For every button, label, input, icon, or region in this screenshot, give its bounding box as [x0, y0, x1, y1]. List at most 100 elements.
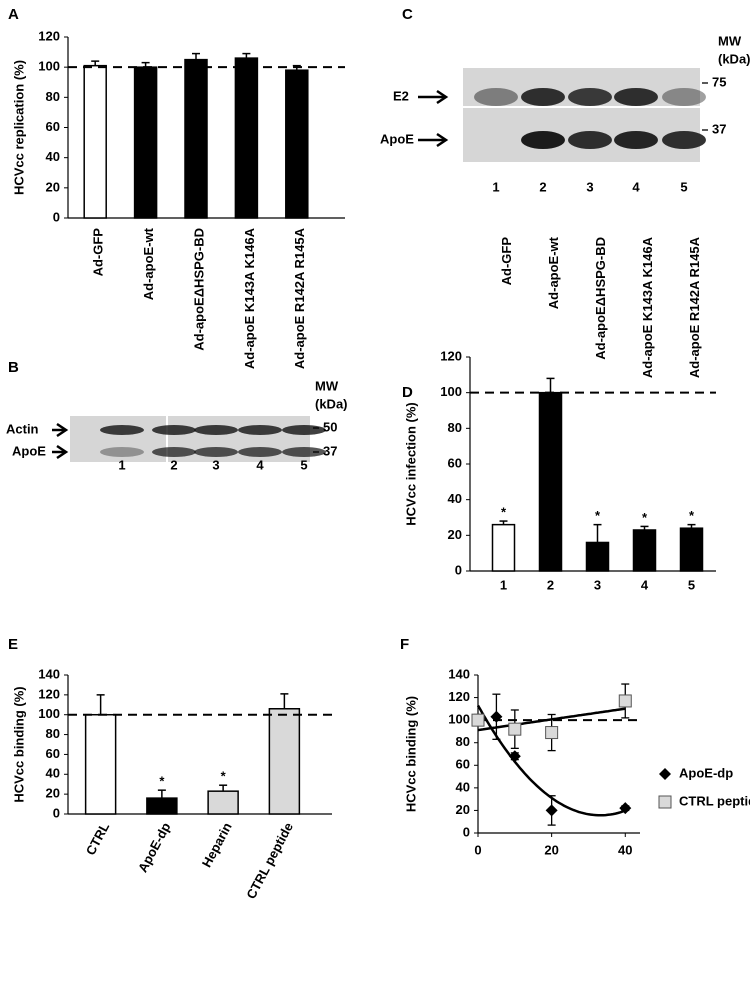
mw-marker: 50 — [323, 419, 337, 434]
x-tick-label: Heparin — [199, 820, 235, 870]
blot-band — [152, 447, 196, 457]
bar — [146, 797, 178, 815]
lane-label: 4 — [256, 457, 264, 472]
bar — [184, 58, 208, 219]
y-tick-label: 20 — [46, 786, 60, 801]
x-tick-label: Ad-apoE-wt — [141, 227, 156, 300]
blot-band — [662, 88, 706, 106]
x-tick-label: CTRL peptide — [243, 820, 296, 901]
lane-label: 1 — [118, 457, 125, 472]
x-tick-label: Ad-apoE K143A K146A — [242, 227, 257, 369]
bar — [679, 527, 704, 572]
lane-label: 5 — [300, 457, 307, 472]
y-axis-label: HCVcc binding (%) — [403, 696, 418, 812]
bar — [83, 64, 107, 219]
marker — [658, 795, 672, 809]
y-tick-label: 100 — [448, 712, 470, 727]
mw-title: MW — [718, 33, 742, 48]
row-label: E2 — [393, 88, 409, 103]
blot-band — [282, 447, 326, 457]
bar — [491, 523, 516, 572]
bar — [285, 69, 309, 219]
blot-band — [238, 447, 282, 457]
y-tick-label: 0 — [53, 209, 60, 224]
lane-label: 3 — [212, 457, 219, 472]
legend-label: ApoE-dp — [679, 765, 733, 780]
significance-label: * — [642, 510, 648, 525]
blot-band — [521, 88, 565, 106]
y-tick-label: 60 — [46, 119, 60, 134]
mw-marker: 75 — [712, 74, 726, 89]
significance-label: * — [159, 774, 165, 789]
mw-marker: 37 — [323, 443, 337, 458]
bar — [585, 541, 610, 572]
x-tick-label: Ad-apoEΔHSPG-BD — [191, 228, 206, 351]
y-tick-label: 120 — [38, 686, 60, 701]
lane-label: 1 — [492, 179, 499, 194]
x-tick-label: CTRL — [83, 820, 113, 858]
blot-band — [568, 131, 612, 149]
lane-label: 5 — [680, 179, 687, 194]
panel-label: C — [402, 6, 413, 23]
blot-band — [194, 425, 238, 435]
panel-label: D — [402, 384, 413, 401]
panel-label: E — [8, 636, 18, 653]
blot-band — [521, 131, 565, 149]
blot-band — [282, 425, 326, 435]
significance-label: * — [501, 505, 507, 520]
y-tick-label: 80 — [456, 734, 470, 749]
mw-unit: (kDa) — [315, 396, 348, 411]
marker — [508, 750, 521, 763]
x-tick-label: ApoE-dp — [135, 820, 174, 875]
blot-band — [662, 131, 706, 149]
y-tick-label: 80 — [46, 89, 60, 104]
marker — [545, 726, 559, 740]
top-label: Ad-apoE R142A R145A — [687, 236, 702, 378]
significance-label: * — [689, 508, 695, 523]
blot-band — [238, 425, 282, 435]
y-tick-label: 0 — [455, 562, 462, 577]
x-tick-label: 2 — [547, 577, 554, 592]
top-label: Ad-apoE-wt — [546, 236, 561, 309]
y-tick-label: 100 — [38, 59, 60, 74]
y-axis-label: HCVcc infection (%) — [403, 402, 418, 526]
blot-band — [194, 447, 238, 457]
arrow-head — [56, 444, 69, 460]
row-label: ApoE — [380, 131, 414, 146]
bar — [268, 708, 301, 815]
lane-label: 2 — [539, 179, 546, 194]
y-tick-label: 40 — [46, 766, 60, 781]
x-tick-label: 1 — [500, 577, 507, 592]
legend-label: CTRL peptide — [679, 793, 750, 808]
y-tick-label: 120 — [38, 28, 60, 43]
arrow-head — [436, 89, 449, 105]
y-tick-label: 140 — [448, 666, 470, 681]
panel-label: B — [8, 359, 19, 376]
mw-title: MW — [315, 378, 339, 393]
blot-band — [568, 88, 612, 106]
x-tick-label: 4 — [641, 577, 649, 592]
y-tick-label: 80 — [46, 726, 60, 741]
marker — [508, 722, 522, 736]
y-tick-label: 40 — [46, 149, 60, 164]
panel-label: F — [400, 636, 409, 653]
y-tick-label: 20 — [456, 802, 470, 817]
blot-band — [100, 447, 144, 457]
bar — [84, 713, 117, 815]
y-tick-label: 40 — [448, 491, 462, 506]
lane-label: 3 — [586, 179, 593, 194]
blot-band — [100, 425, 144, 435]
y-tick-label: 120 — [448, 689, 470, 704]
blot-band — [474, 88, 518, 106]
marker — [490, 710, 503, 723]
x-tick-label: 5 — [688, 577, 695, 592]
y-tick-label: 60 — [448, 455, 462, 470]
significance-label: * — [595, 508, 601, 523]
mw-marker: 37 — [712, 121, 726, 136]
y-tick-label: 140 — [38, 666, 60, 681]
bar — [632, 529, 657, 572]
lane-label: 4 — [632, 179, 640, 194]
x-tick-label: Ad-apoE R142A R145A — [292, 227, 307, 369]
y-tick-label: 20 — [448, 527, 462, 542]
arrow-head — [56, 422, 69, 438]
